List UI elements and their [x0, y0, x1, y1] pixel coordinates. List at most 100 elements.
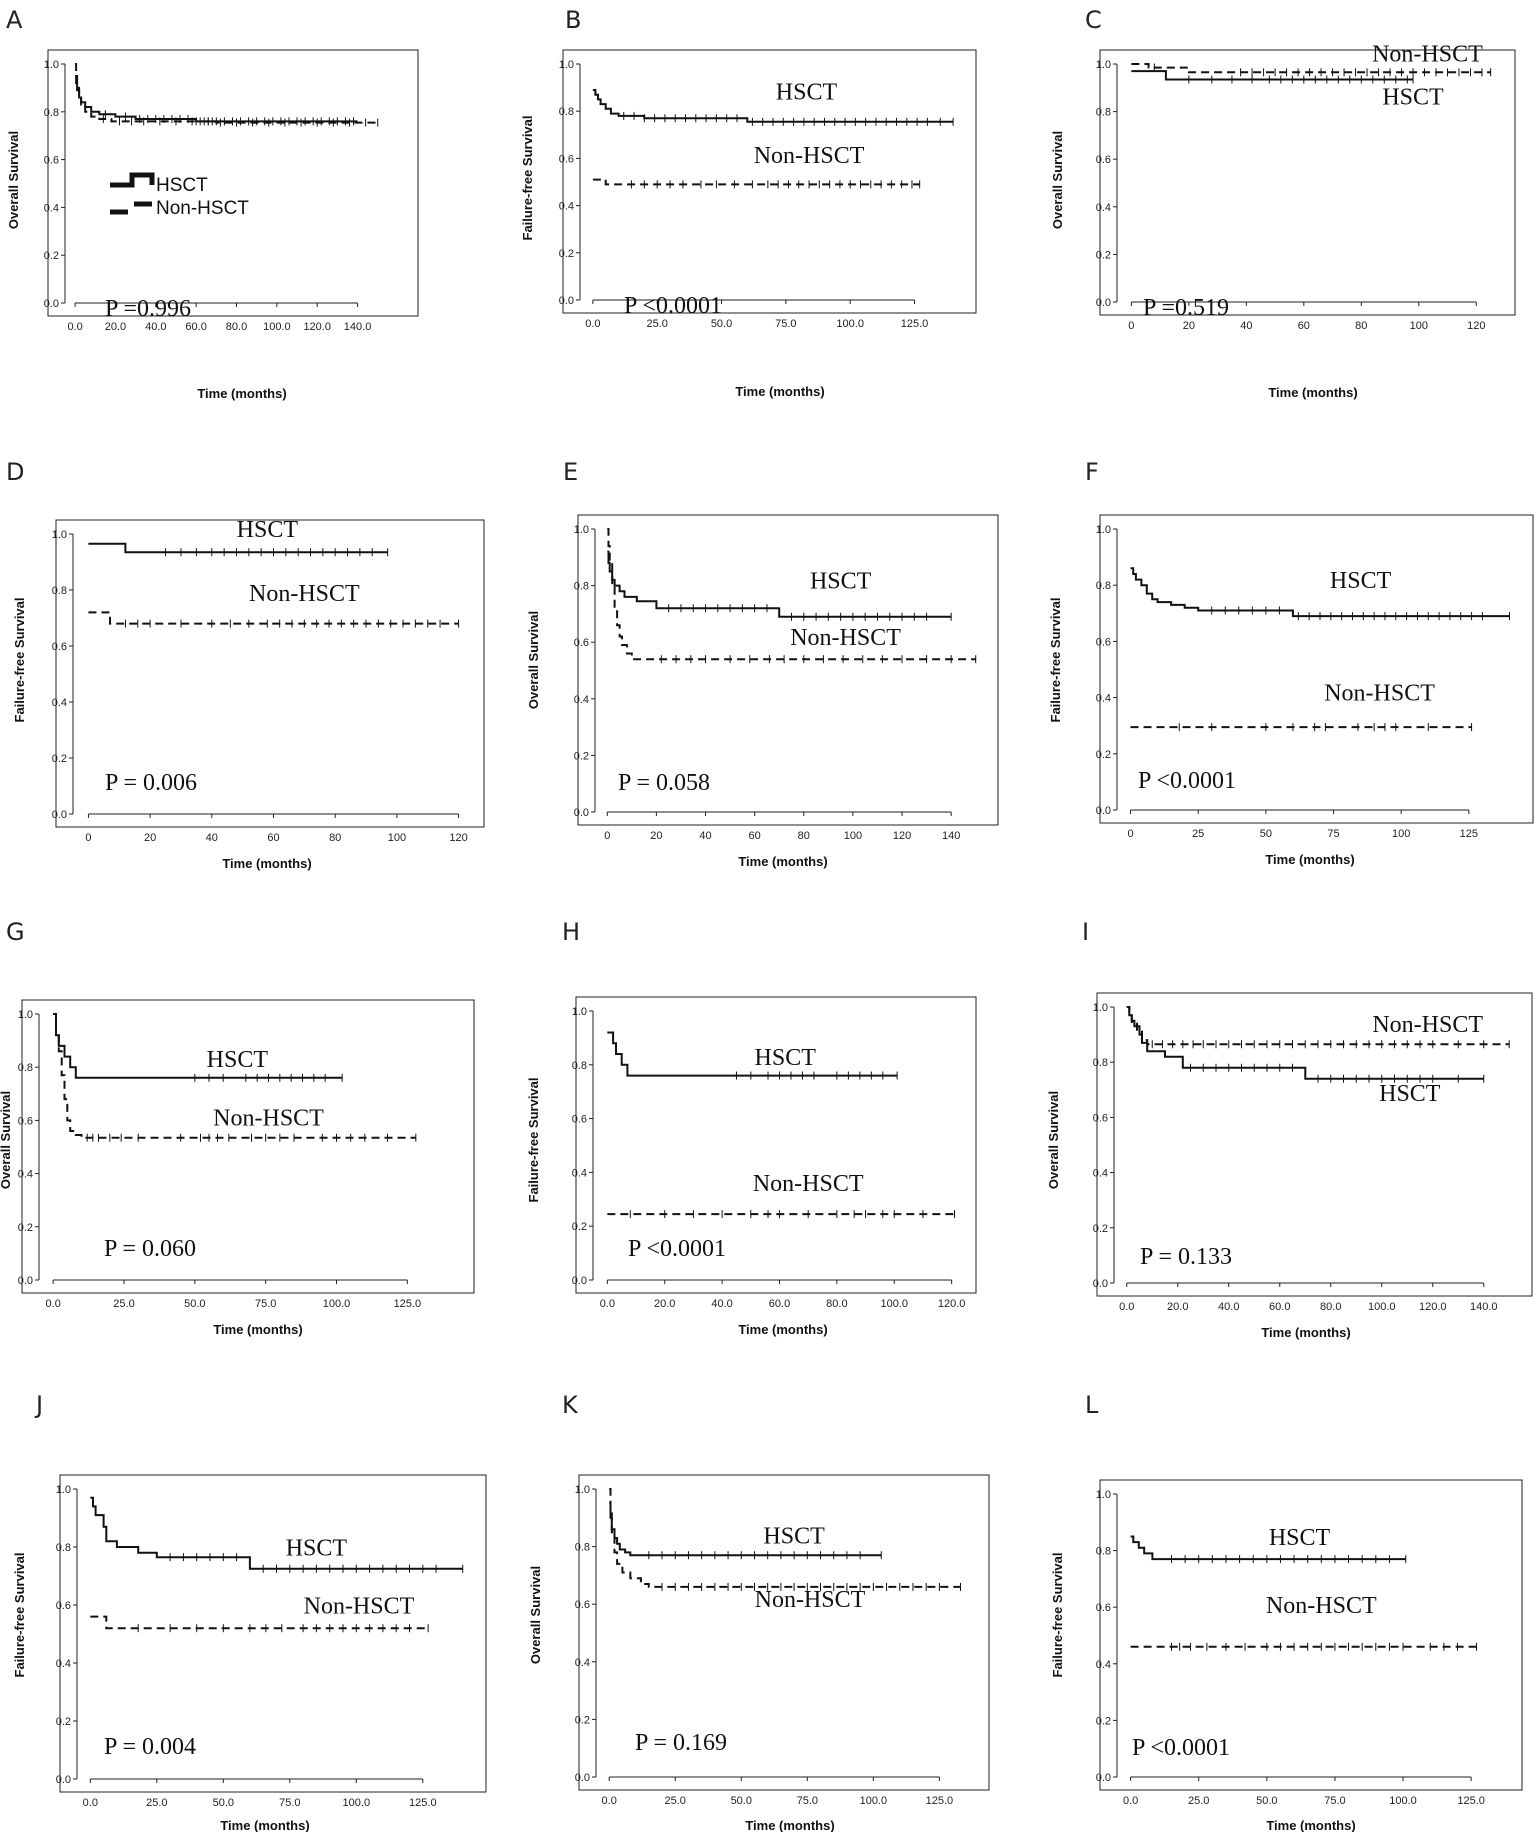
y-tick-label: 0.0	[575, 1772, 590, 1784]
x-tick-label: 75.0	[797, 1795, 818, 1807]
x-tick-label: 125.0	[409, 1797, 437, 1809]
panel-i: I 0.0 0.2 0.4 0.6 0.8 1.0 0.0 20.0 40.0 60.0 80.0 10…	[1046, 918, 1533, 1340]
series-hsct-curve	[53, 1013, 343, 1079]
x-tick-label: 100	[388, 832, 406, 844]
panel-letter: J	[34, 1391, 43, 1419]
y-tick-label: 0.6	[574, 637, 589, 649]
x-tick-label: 20	[144, 832, 156, 844]
x-tick-label: 125.0	[394, 1298, 422, 1310]
x-tick-label: 100.0	[860, 1795, 888, 1807]
panel-letter: G	[6, 918, 25, 946]
x-tick-label: 25	[1192, 828, 1204, 840]
y-tick-label: 0.8	[1096, 580, 1111, 592]
p-value: P <0.0001	[624, 293, 722, 319]
y-axis-label: Failure-free Survival	[1048, 598, 1063, 723]
panel-a: A 0.0 0.2 0.4 0.6 0.8 1.0 0.0 20.0 40.0 60.0 80.0 10…	[6, 6, 419, 401]
x-tick-label: 60.0	[769, 1298, 790, 1310]
plot-frame	[562, 49, 977, 314]
plot-frame	[575, 996, 977, 1294]
plot-frame	[578, 1474, 990, 1791]
x-axis-label: Time (months)	[213, 1322, 302, 1337]
y-tick-label: 0.0	[1096, 297, 1111, 309]
y-axis-label: Overall Survival	[526, 611, 541, 709]
p-value: P = 0.060	[104, 1236, 196, 1262]
panel-letter: L	[1085, 1391, 1099, 1419]
group-label: Non-HSCT	[753, 1171, 864, 1197]
p-value: P =0.996	[105, 296, 191, 322]
y-tick-label: 0.0	[1093, 1278, 1108, 1290]
y-tick-label: 0.2	[18, 1222, 33, 1234]
y-tick-label: 0.4	[1096, 1659, 1111, 1671]
group-label: Non-HSCT	[754, 143, 865, 169]
panel-letter: K	[562, 1391, 579, 1419]
x-tick-label: 0	[1127, 828, 1133, 840]
x-tick-label: 120.0	[303, 321, 331, 333]
x-tick-label: 25.0	[146, 1797, 167, 1809]
group-label: Non-HSCT	[249, 581, 360, 607]
plot-frame	[55, 519, 485, 828]
group-label: HSCT	[1330, 568, 1392, 594]
plot-frame	[21, 999, 475, 1294]
y-tick-label: 0.8	[572, 1060, 587, 1072]
x-tick-label: 120	[449, 832, 467, 844]
p-value: P = 0.004	[104, 1734, 196, 1760]
x-tick-label: 80.0	[826, 1298, 847, 1310]
y-tick-label: 0.0	[52, 809, 67, 821]
y-tick-label: 0.0	[44, 298, 59, 310]
group-label: HSCT	[1382, 84, 1444, 110]
group-label: HSCT	[810, 568, 872, 594]
y-tick-label: 1.0	[575, 1484, 590, 1496]
panel-h: H 0.0 0.2 0.4 0.6 0.8 1.0 0.0 20.0 40.0 60.0 80.0 10…	[526, 918, 977, 1337]
group-label: HSCT	[776, 79, 838, 105]
y-tick-label: 0.8	[1093, 1057, 1108, 1069]
y-tick-label: 1.0	[52, 529, 67, 541]
x-tick-label: 120	[893, 830, 911, 842]
y-tick-label: 0.4	[18, 1169, 33, 1181]
panel-e: E 0.0 0.2 0.4 0.6 0.8 1.0 0 20 40 60 80 100 120 140 Ove…	[526, 458, 999, 869]
x-tick-label: 80.0	[1320, 1301, 1341, 1313]
x-tick-label: 25.0	[1188, 1795, 1209, 1807]
y-tick-label: 0.0	[559, 295, 574, 307]
x-tick-label: 125.0	[1457, 1795, 1485, 1807]
y-tick-label: 0.4	[572, 1167, 587, 1179]
group-label: Non-HSCT	[755, 1587, 866, 1613]
plot-frame	[1099, 49, 1516, 316]
y-tick-label: 0.8	[44, 107, 59, 119]
series-non-hsct-curve	[592, 178, 920, 186]
y-tick-label: 0.2	[574, 750, 589, 762]
x-tick-label: 20	[650, 830, 662, 842]
y-axis-label: Failure-free Survival	[520, 116, 535, 241]
x-tick-label: 100	[1410, 320, 1428, 332]
x-tick-label: 60	[1298, 320, 1310, 332]
x-tick-label: 75.0	[279, 1797, 300, 1809]
x-tick-label: 0.0	[1123, 1795, 1138, 1807]
x-tick-label: 40	[699, 830, 711, 842]
series-hsct-curve	[1130, 567, 1510, 618]
x-axis-label: Time (months)	[738, 1322, 827, 1337]
y-tick-label: 0.8	[574, 581, 589, 593]
x-tick-label: 50.0	[184, 1298, 205, 1310]
x-tick-label: 50	[1260, 828, 1272, 840]
plot-frame	[1099, 514, 1534, 824]
x-tick-label: 0	[1128, 320, 1134, 332]
x-tick-label: 0.0	[83, 1797, 98, 1809]
y-tick-label: 0.4	[559, 201, 574, 213]
group-label: Non-HSCT	[213, 1106, 324, 1132]
x-tick-label: 40.0	[145, 321, 166, 333]
panel-letter: E	[563, 458, 578, 486]
y-axis-label: Overall Survival	[528, 1566, 543, 1664]
x-tick-label: 20.0	[1167, 1301, 1188, 1313]
x-tick-label: 50.0	[711, 318, 732, 330]
series-non-hsct-curve	[88, 611, 459, 625]
y-tick-label: 0.2	[1096, 249, 1111, 261]
x-axis-label: Time (months)	[738, 854, 827, 869]
series-hsct-curve	[609, 1502, 882, 1557]
x-tick-label: 40	[206, 832, 218, 844]
plot-frame	[1099, 1479, 1523, 1791]
x-tick-label: 100	[844, 830, 862, 842]
group-label: HSCT	[207, 1047, 269, 1073]
x-axis-label: Time (months)	[197, 386, 286, 401]
x-tick-label: 100.0	[1389, 1795, 1417, 1807]
x-tick-label: 40.0	[711, 1298, 732, 1310]
p-value: P <0.0001	[1132, 1735, 1230, 1761]
